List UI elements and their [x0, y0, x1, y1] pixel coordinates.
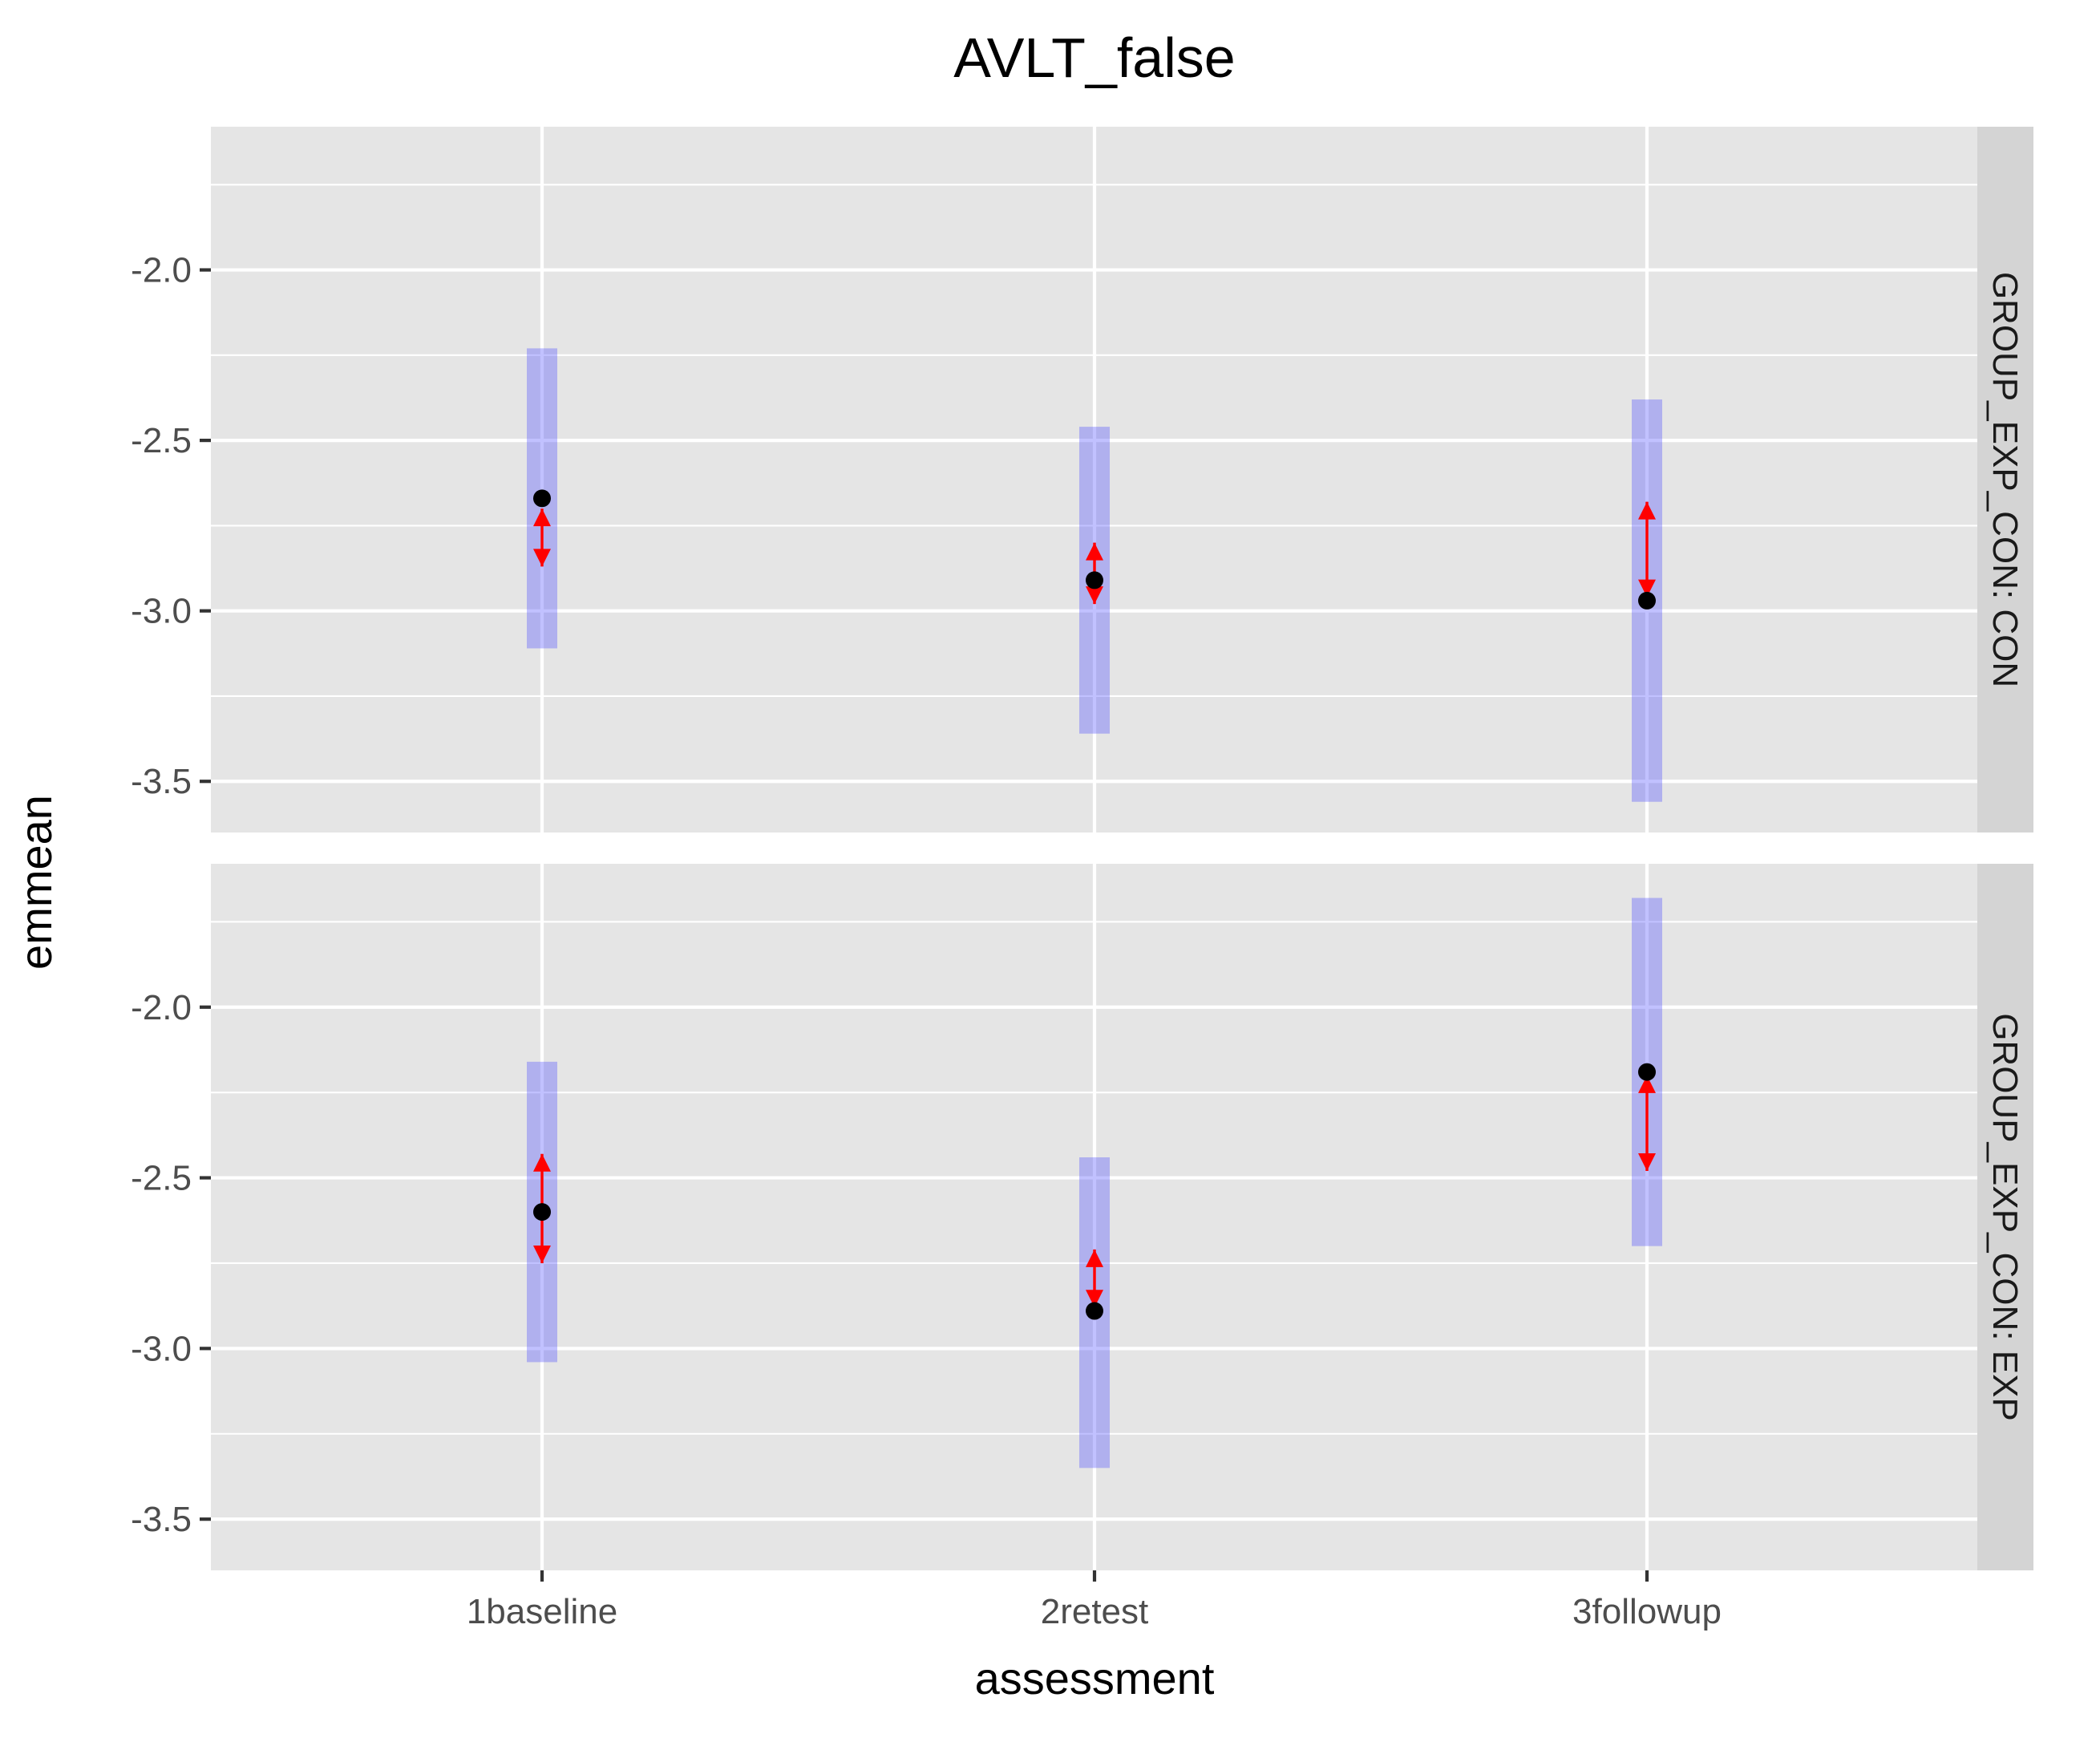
arrow-head-1baseline [533, 1153, 551, 1172]
chart-title: AVLT_false [953, 26, 1235, 89]
emmean-point-2retest [1086, 1302, 1103, 1320]
y-axis-title: emmean [10, 795, 61, 970]
emmean-point-3followup [1638, 591, 1656, 610]
arrow-head-3followup [1638, 1075, 1656, 1093]
emmean-point-3followup [1638, 1063, 1656, 1081]
emmean-point-2retest [1086, 571, 1103, 589]
x-tick-label: 3followup [1572, 1592, 1722, 1631]
facet-strip-label: GROUP_EXP_CON: EXP [1985, 1013, 2025, 1421]
arrow-head-2retest [1086, 1249, 1103, 1267]
x-axis-title: assessment [975, 1653, 1215, 1703]
arrow-head-2retest [1086, 542, 1103, 561]
emmean-point-1baseline [533, 489, 551, 508]
arrow-head-1baseline [533, 1245, 551, 1263]
x-tick-label: 2retest [1041, 1592, 1149, 1631]
arrow-head-3followup [1638, 1153, 1656, 1172]
y-tick-label: -3.0 [131, 1329, 192, 1368]
arrow-head-2retest [1086, 586, 1103, 605]
y-tick-label: -2.5 [131, 421, 192, 460]
x-tick-label: 1baseline [467, 1592, 617, 1631]
emmean-point-1baseline [533, 1203, 551, 1221]
arrow-head-1baseline [533, 549, 551, 567]
arrow-head-2retest [1086, 1290, 1103, 1308]
facet-strip [1977, 864, 2033, 1570]
facet-panel-2: -2.0 -2.5 -3.0 -3.5 GROUP_EXP_CON: EXP [131, 864, 2033, 1570]
facet-strip-label: GROUP_EXP_CON: CON [1985, 272, 2025, 687]
y-tick-label: -3.5 [131, 762, 192, 801]
facet-panel-1: -2.0 -2.5 -3.0 -3.5 GROUP_EXP_CON: CON [131, 127, 2033, 832]
arrow-head-3followup [1638, 501, 1656, 520]
arrow-head-3followup [1638, 579, 1656, 598]
arrow-head-1baseline [533, 508, 551, 527]
y-tick-label: -2.5 [131, 1159, 192, 1198]
y-tick-label: -3.5 [131, 1500, 192, 1539]
y-tick-label: -2.0 [131, 988, 192, 1027]
y-tick-label: -3.0 [131, 592, 192, 631]
facet-strip [1977, 127, 2033, 832]
y-tick-label: -2.0 [131, 251, 192, 290]
